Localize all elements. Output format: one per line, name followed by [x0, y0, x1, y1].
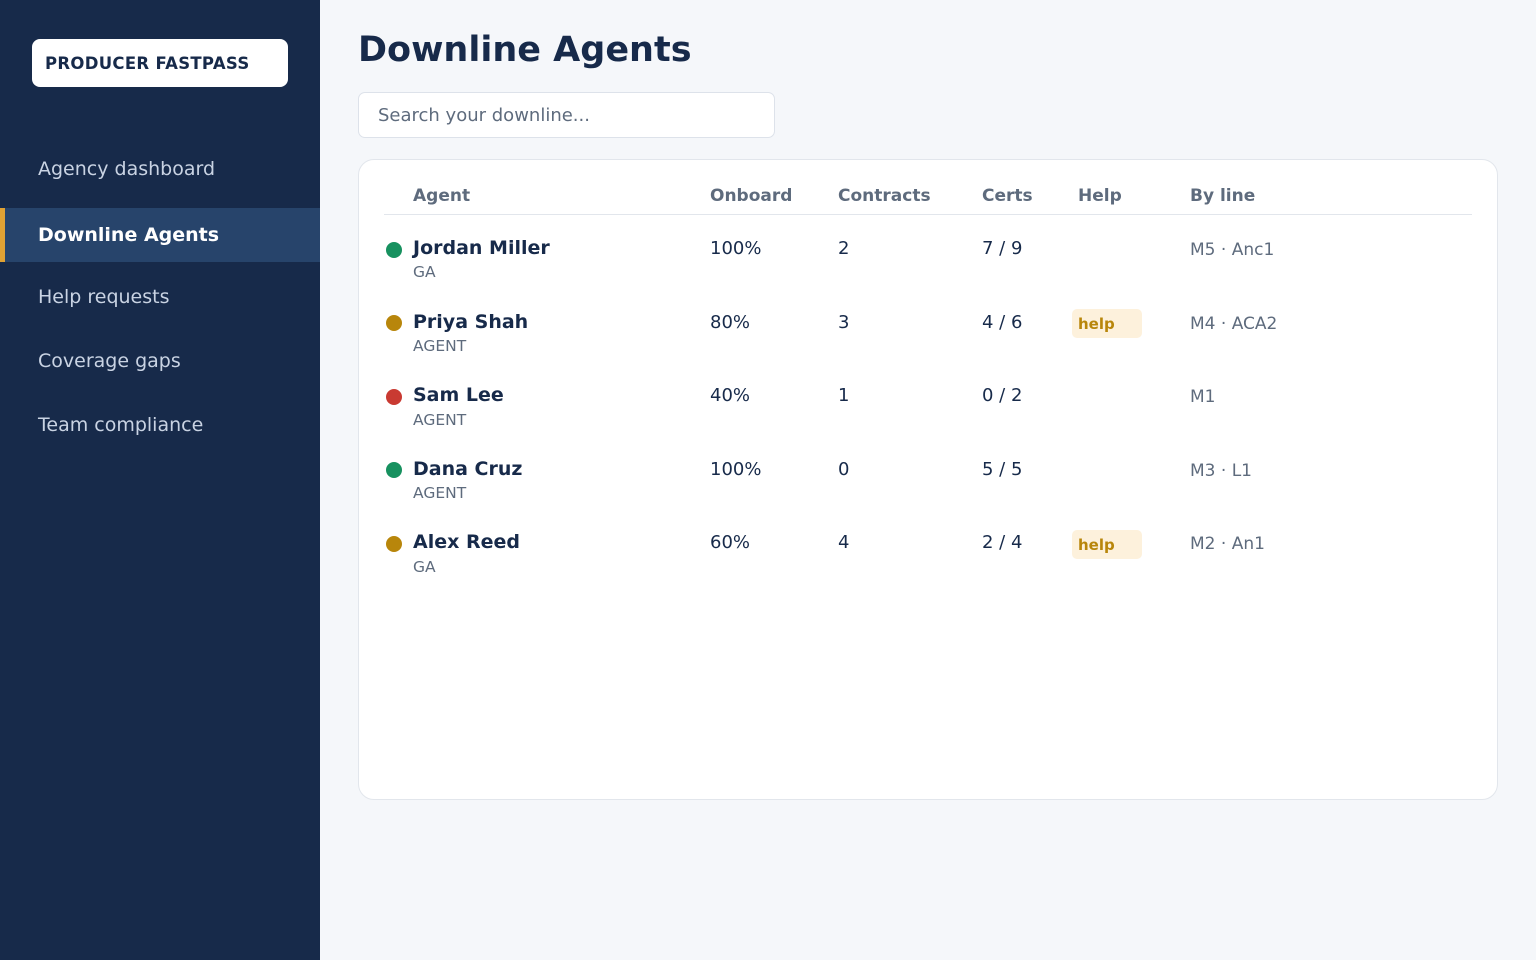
table-row[interactable]: Jordan Miller GA 100% 2 7 / 9 M5 · Anc1 — [0, 236, 1536, 306]
by-line-value: M5 · Anc1 — [1190, 240, 1275, 260]
onboard-value: 60% — [710, 532, 751, 553]
agent-role: AGENT — [413, 337, 467, 355]
status-dot-icon — [386, 389, 402, 405]
sidebar-item-team-compliance[interactable]: Team compliance — [38, 414, 204, 436]
agent-role: AGENT — [413, 484, 467, 502]
table-row[interactable]: Dana Cruz AGENT 100% 0 5 / 5 M3 · L1 — [0, 457, 1536, 527]
onboard-value: 100% — [710, 459, 762, 480]
agent-name[interactable]: Priya Shah — [413, 311, 529, 333]
certs-value: 2 / 4 — [982, 532, 1023, 553]
status-dot-icon — [386, 315, 402, 331]
by-line-value: M3 · L1 — [1190, 461, 1252, 481]
certs-value: 4 / 6 — [982, 312, 1023, 333]
certs-value: 5 / 5 — [982, 459, 1023, 480]
column-header-help[interactable]: Help — [1078, 186, 1122, 206]
agent-role: AGENT — [413, 411, 467, 429]
search-input[interactable] — [358, 92, 775, 138]
agent-name[interactable]: Alex Reed — [413, 531, 520, 553]
contracts-value: 3 — [838, 312, 850, 333]
by-line-value: M4 · ACA2 — [1190, 314, 1278, 334]
onboard-value: 100% — [710, 238, 762, 259]
sidebar-item-help-requests[interactable]: Help requests — [38, 286, 170, 308]
by-line-value: M2 · An1 — [1190, 534, 1265, 554]
table-row[interactable]: Priya Shah AGENT 80% 3 4 / 6 help M4 · A… — [0, 309, 1536, 380]
column-header-by-line[interactable]: By line — [1190, 186, 1256, 206]
status-dot-icon — [386, 462, 402, 478]
help-badge[interactable]: help — [1072, 530, 1142, 559]
certs-value: 7 / 9 — [982, 238, 1023, 259]
status-dot-icon — [386, 536, 402, 552]
contracts-value: 1 — [838, 385, 850, 406]
agent-role: GA — [413, 558, 436, 576]
help-badge[interactable]: help — [1072, 309, 1142, 338]
sidebar-item-agency-dashboard[interactable]: Agency dashboard — [38, 158, 216, 180]
contracts-value: 2 — [838, 238, 850, 259]
onboard-value: 40% — [710, 385, 751, 406]
column-header-agent[interactable]: Agent — [413, 186, 471, 206]
table-row[interactable]: Sam Lee AGENT 40% 1 0 / 2 M1 — [0, 383, 1536, 453]
status-dot-icon — [386, 242, 402, 258]
onboard-value: 80% — [710, 312, 751, 333]
table-header-divider — [384, 214, 1472, 215]
by-line-value: M1 — [1190, 387, 1216, 407]
contracts-value: 4 — [838, 532, 850, 553]
contracts-value: 0 — [838, 459, 850, 480]
sidebar: PRODUCER FASTPASS Agency dashboard Downl… — [0, 0, 320, 960]
column-header-contracts[interactable]: Contracts — [838, 186, 931, 206]
sidebar-item-downline-agents[interactable]: Downline Agents — [0, 208, 320, 262]
page-title: Downline Agents — [358, 30, 692, 70]
agent-name[interactable]: Dana Cruz — [413, 458, 523, 480]
agents-table-card — [358, 159, 1498, 800]
agent-name[interactable]: Jordan Miller — [413, 237, 550, 259]
sidebar-item-coverage-gaps[interactable]: Coverage gaps — [38, 350, 181, 372]
column-header-onboard[interactable]: Onboard — [710, 186, 793, 206]
agent-role: GA — [413, 263, 436, 281]
column-header-certs[interactable]: Certs — [982, 186, 1033, 206]
certs-value: 0 / 2 — [982, 385, 1023, 406]
brand-logo[interactable]: PRODUCER FASTPASS — [32, 39, 288, 87]
table-row[interactable]: Alex Reed GA 60% 4 2 / 4 help M2 · An1 — [0, 530, 1536, 600]
agent-name[interactable]: Sam Lee — [413, 384, 504, 406]
